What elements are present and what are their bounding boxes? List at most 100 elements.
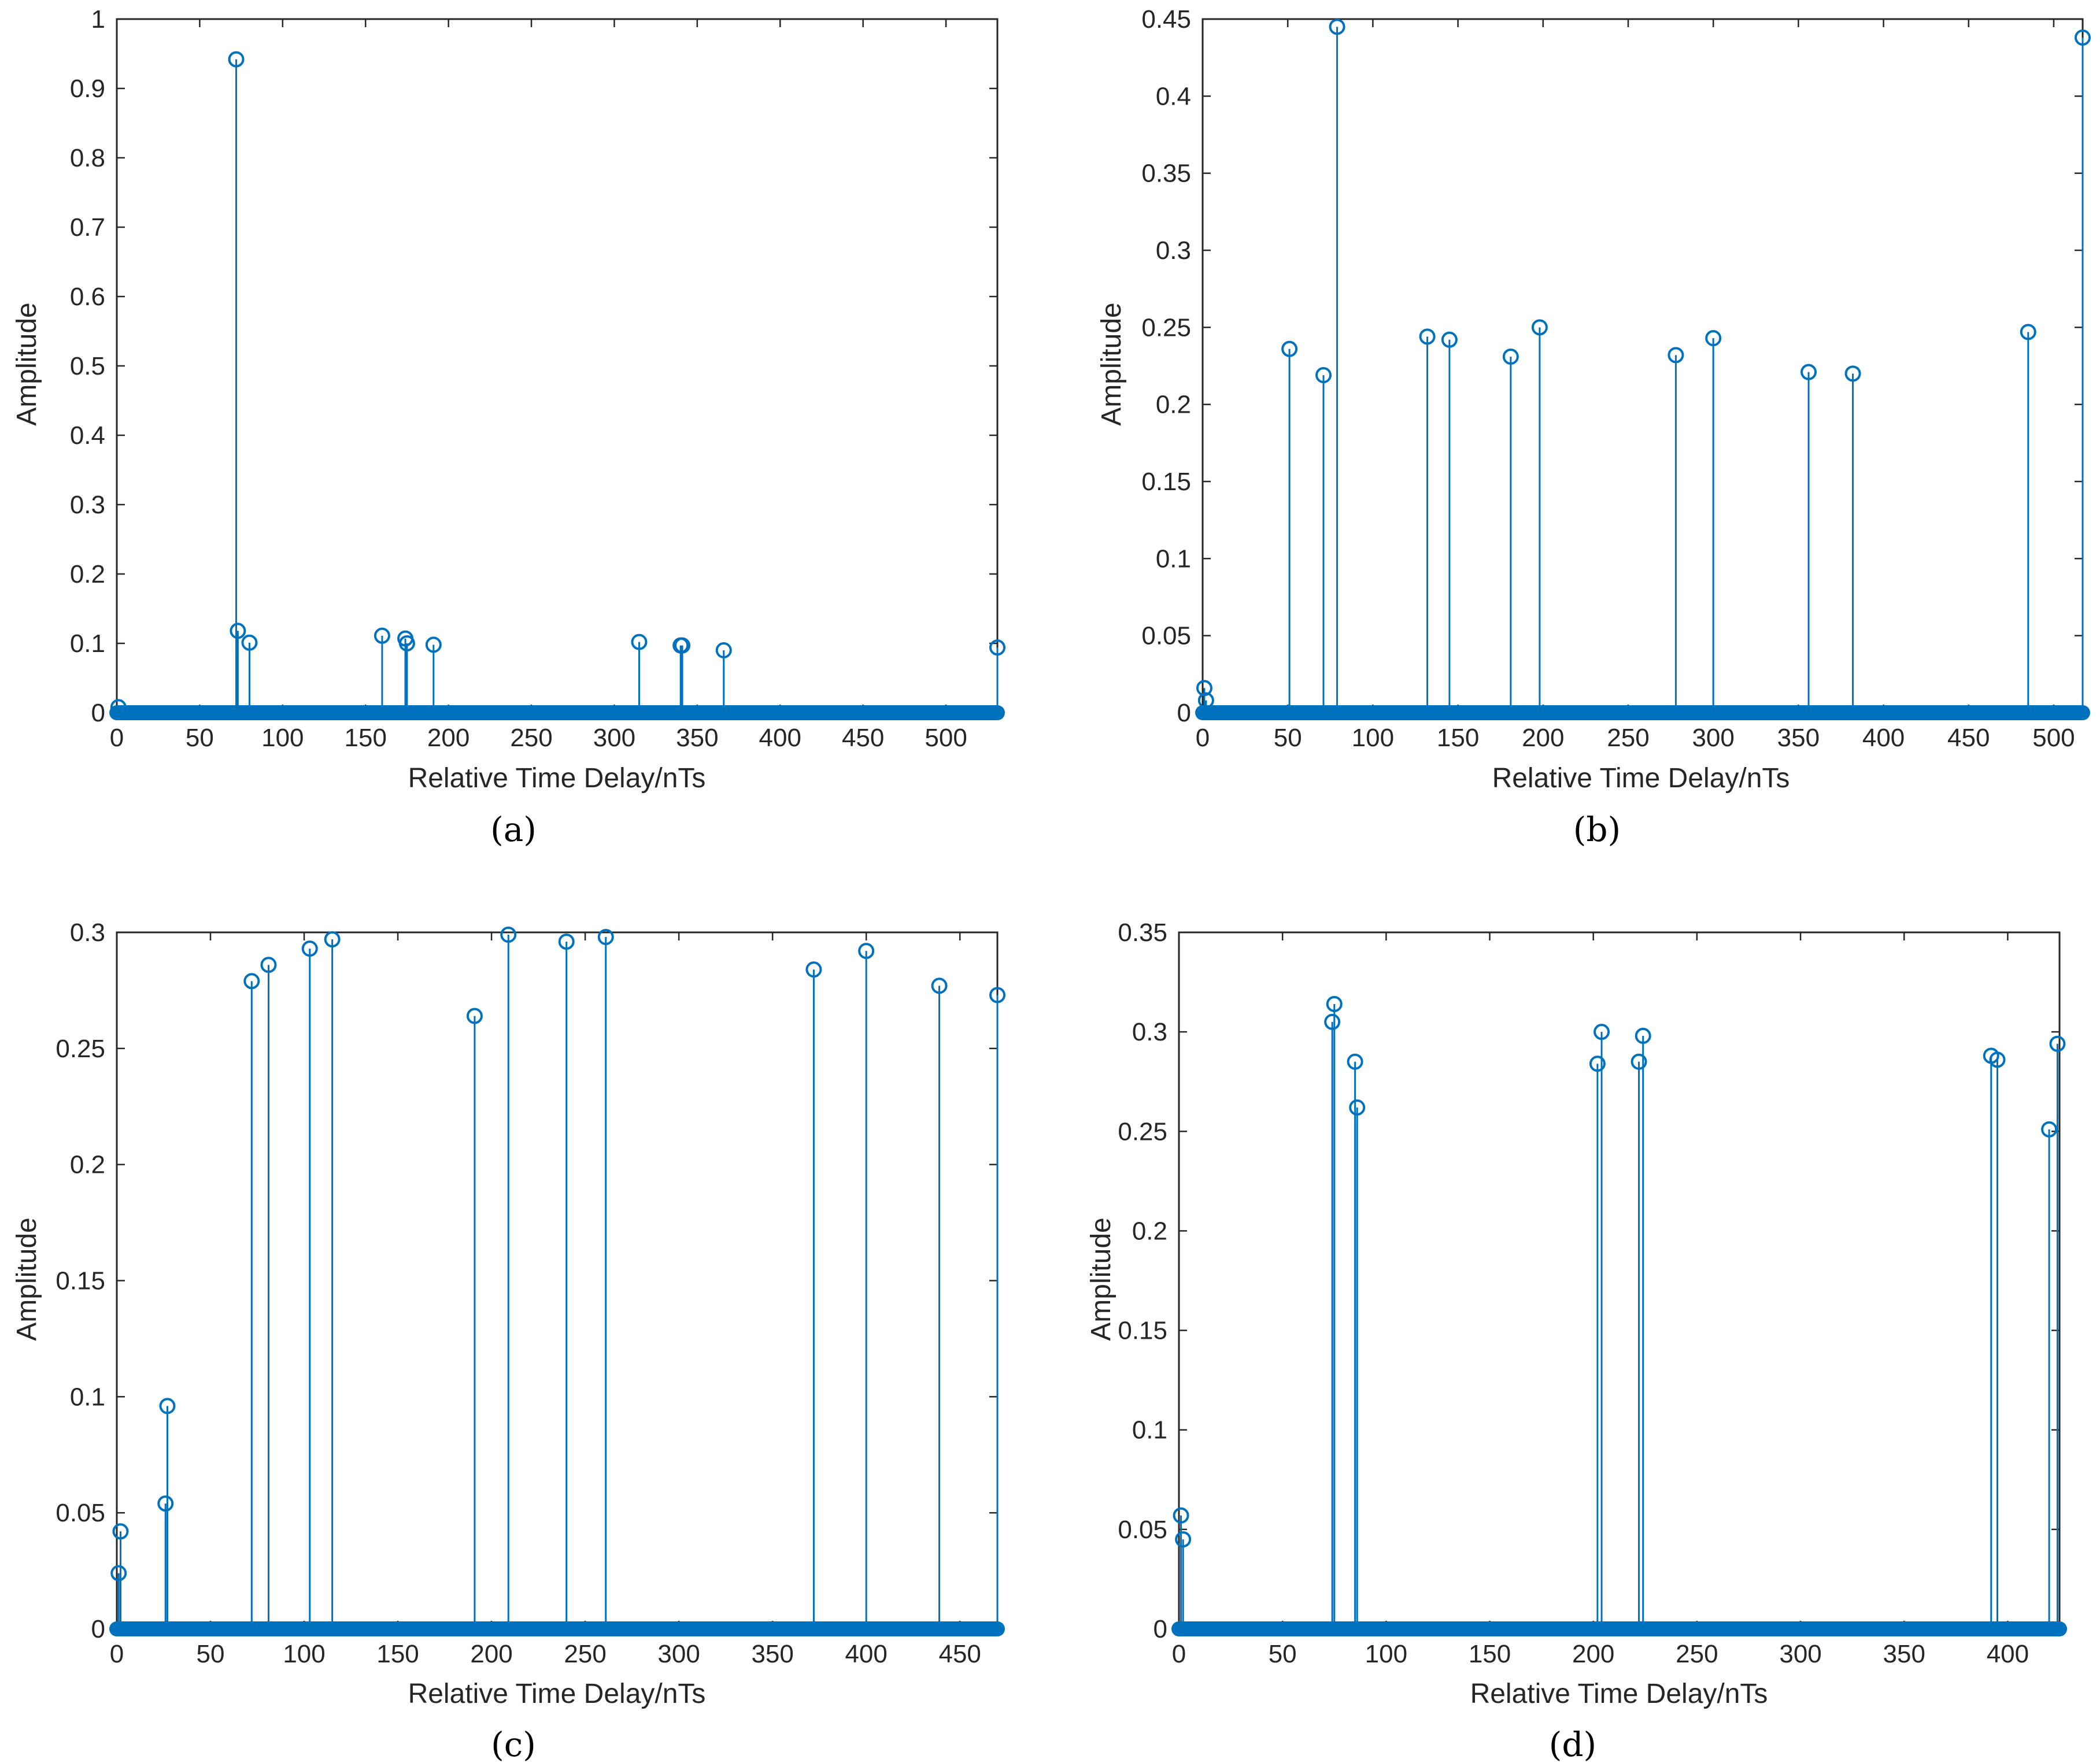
panel-b-plot: 0 50 100 150 200 250 300 350 400 450 500 0 0.05 0.1 0.…: [1141, 5, 2091, 752]
panel-c-xlabel: Relative Time Delay/nTs: [408, 1679, 706, 1709]
panel-d-xtick-label: 300: [1779, 1640, 1821, 1668]
panel-a-stem-marker: [230, 623, 246, 639]
panel-a-ytick-label: 0.1: [70, 629, 105, 658]
panel-d-stem-marker: [1175, 1531, 1192, 1548]
panel-b-xtick-label: 400: [1862, 724, 1905, 752]
panel-a-ytick-label: 0.3: [70, 491, 105, 519]
panel-c-xtick-label: 400: [845, 1640, 887, 1668]
panel-c-xtick-label: 150: [376, 1640, 419, 1668]
panel-c-xtick-label: 0: [110, 1640, 124, 1668]
panel-b-xlabel: Relative Time Delay/nTs: [1492, 763, 1790, 794]
panel-a-caption: (a): [490, 810, 537, 849]
panel-d-stem-marker: [1989, 1051, 2006, 1068]
panel-b-stem-marker: [1800, 364, 1817, 380]
panel-d-stem-marker: [2041, 1121, 2058, 1138]
panel-b-stem-marker: [1441, 331, 1458, 348]
panel-b-xtick-label: 350: [1777, 724, 1820, 752]
panel-c-xtick-label: 100: [283, 1640, 325, 1668]
panel-c-stem-marker: [466, 1008, 483, 1024]
panel-c-xtick-label: 300: [657, 1640, 700, 1668]
panel-b-ytick-label: 0.2: [1156, 391, 1191, 419]
panel-b-stem-marker: [2075, 29, 2091, 46]
panel-a-ytick-label: 1: [91, 5, 105, 34]
panel-c-plot: 0 50 100 150 200 250 300 350 400 450 0 0.05 0.1 0.15 0…: [56, 918, 1005, 1668]
panel-a-stem-marker: [631, 634, 648, 650]
panel-a-xtick-label: 250: [510, 724, 552, 752]
panel-a-ytick-label: 0.2: [70, 560, 105, 588]
panel-c-stem-marker: [157, 1495, 174, 1512]
panel-a-ytick-label: 0: [91, 699, 105, 727]
panel-a-xtick-label: 0: [110, 724, 124, 752]
panel-a-xlabel: Relative Time Delay/nTs: [408, 763, 706, 794]
panel-a-stem-marker: [374, 627, 390, 644]
panel-a-xtick-label: 400: [759, 724, 801, 752]
panel-c-stem-marker: [500, 927, 517, 943]
panel-c-ytick-label: 0.05: [56, 1499, 105, 1527]
panel-c-xtick-label: 350: [751, 1640, 793, 1668]
panel-d-caption: (d): [1549, 1725, 1596, 1763]
panel-b-ytick-label: 0.1: [1156, 545, 1191, 573]
panel-c-stem-marker: [805, 961, 822, 978]
panel-c-ytick-label: 0.25: [56, 1035, 105, 1063]
panel-b-xtick-label: 150: [1437, 724, 1479, 752]
panel-b: 0 50 100 150 200 250 300 350 400 450 500 0 0.05 0.1 0.…: [1096, 5, 2091, 849]
panel-c-stem-marker: [989, 987, 1005, 1003]
panel-c-stem-marker: [112, 1523, 129, 1540]
panel-b-ylabel: Amplitude: [1096, 302, 1127, 425]
panel-d-ytick-label: 0.3: [1132, 1018, 1167, 1046]
panel-c-xtick-label: 450: [938, 1640, 981, 1668]
panel-c-stem-marker: [159, 1398, 176, 1414]
panel-d-ytick-label: 0.05: [1118, 1516, 1167, 1544]
panel-a-ylabel: Amplitude: [12, 302, 42, 425]
panel-b-stem-marker: [2020, 324, 2036, 340]
panel-a-ytick-label: 0.8: [70, 144, 105, 172]
panel-b-ytick-label: 0.45: [1141, 5, 1191, 34]
panel-c-stem-marker: [597, 929, 614, 946]
panel-a-xtick-label: 100: [261, 724, 304, 752]
panel-c: 0 50 100 150 200 250 300 350 400 450 0 0.05 0.1 0.15 0…: [12, 918, 1005, 1763]
panel-c-stem-marker: [931, 977, 948, 994]
panel-a-stem-marker: [110, 699, 127, 716]
panel-c-ytick-label: 0.1: [70, 1383, 105, 1411]
panel-c-stem-marker: [243, 973, 260, 990]
panel-b-xtick-label: 250: [1607, 724, 1649, 752]
panel-b-ytick-label: 0.15: [1141, 468, 1191, 496]
panel-d-stem-marker: [1324, 1013, 1341, 1030]
panel-d-stem-marker: [1594, 1024, 1610, 1040]
panel-a-xtick-label: 200: [427, 724, 469, 752]
panel-d-xtick-label: 250: [1676, 1640, 1718, 1668]
panel-d-stem-marker: [1349, 1099, 1366, 1116]
panel-a-ytick-label: 0.7: [70, 213, 105, 242]
panel-a-plot: 0 50 100 150 200 250 300 350 400 450 500 0 0.1 0.2 0.3…: [70, 5, 1005, 752]
panel-c-xtick-label: 250: [564, 1640, 606, 1668]
panel-a-xtick-label: 350: [676, 724, 718, 752]
panel-b-xtick-label: 500: [2032, 724, 2075, 752]
panel-b-stem-marker: [1531, 319, 1548, 336]
panel-d-stem-marker: [1631, 1053, 1647, 1070]
panel-b-stem-marker: [1705, 330, 1722, 346]
panel-a-ytick-label: 0.6: [70, 283, 105, 311]
panel-b-ytick-label: 0.35: [1141, 160, 1191, 188]
panel-b-xtick-label: 450: [1947, 724, 1990, 752]
panel-a-xtick-label: 500: [925, 724, 967, 752]
panel-a-xtick-label: 300: [593, 724, 635, 752]
panel-b-ytick-label: 0: [1177, 699, 1191, 727]
panel-a-xtick-label: 50: [186, 724, 214, 752]
panel-d: 0 50 100 150 200 250 300 350 400 0 0.05 0.1 0.15 0.2 0…: [1086, 918, 2067, 1763]
panel-c-stem-marker: [324, 931, 341, 948]
panel-b-ytick-label: 0.4: [1156, 82, 1191, 110]
panel-d-ytick-label: 0: [1153, 1615, 1167, 1643]
panel-a-stem-marker: [674, 637, 691, 654]
panel-d-xtick-label: 350: [1883, 1640, 1925, 1668]
panel-d-xtick-label: 0: [1172, 1640, 1186, 1668]
panel-b-ytick-label: 0.3: [1156, 236, 1191, 265]
panel-c-stem-marker: [260, 957, 277, 973]
panel-c-stem-marker: [858, 943, 875, 960]
panel-d-xlabel: Relative Time Delay/nTs: [1470, 1679, 1768, 1709]
panel-d-ytick-label: 0.15: [1118, 1317, 1167, 1345]
panel-d-xtick-label: 50: [1269, 1640, 1297, 1668]
panel-b-stem-marker: [1315, 367, 1332, 383]
panel-d-stem-marker: [1173, 1507, 1189, 1524]
panel-a-stem-marker: [228, 51, 245, 68]
